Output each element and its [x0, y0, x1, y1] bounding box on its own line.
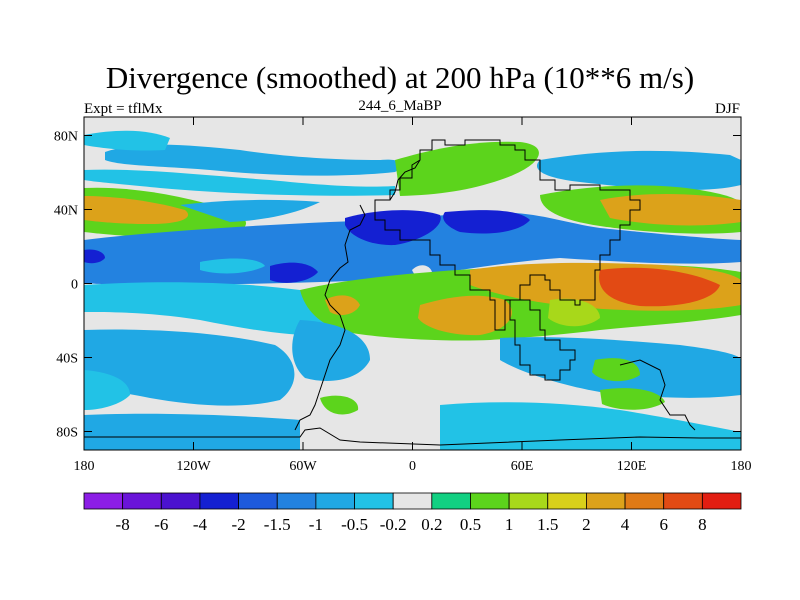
contour-sh-cyan-west [84, 370, 130, 410]
contour-eq-darkblue-2 [443, 210, 530, 234]
colorbar-swatch [199, 492, 239, 510]
y-tick-label: 80S [56, 426, 78, 441]
colorbar-swatch [160, 492, 201, 510]
contour-eq-darkblue-4 [84, 249, 105, 264]
contour-sh-cyan-far [84, 413, 300, 450]
colorbar-swatch [392, 492, 433, 510]
x-tick-label: 120E [617, 459, 647, 474]
colorbar-swatch [663, 492, 703, 510]
coastline-greenland [389, 159, 421, 201]
colorbar-label: 2 [582, 515, 591, 534]
chart-title: Divergence (smoothed) at 200 hPa (10**6 … [105, 60, 695, 95]
contour-nh-orange-east [600, 194, 741, 226]
chart-subtitle-left: Expt = tflMx [84, 101, 163, 117]
colorbar-label: -0.5 [341, 515, 368, 534]
colorbar-swatch [701, 492, 742, 510]
coastline-antarctica [84, 427, 741, 446]
colorbar-label: -6 [154, 515, 168, 534]
y-tick-label: 80N [54, 130, 78, 145]
colorbar-swatch [315, 492, 355, 510]
y-tick-label: 40N [54, 204, 78, 219]
contour-sh-cyan-south [440, 402, 741, 450]
colorbar-swatch [470, 492, 510, 510]
contour-st-red-core [599, 267, 720, 307]
chart-subtitle-center: 244_6_MaBP [358, 98, 442, 114]
colorbar-swatch [238, 492, 278, 510]
contour-sh-green-3 [600, 388, 665, 410]
colorbar-label: 8 [698, 515, 707, 534]
colorbar-label: -8 [116, 515, 130, 534]
chart-subtitle-right: DJF [714, 101, 740, 117]
x-axis: 180 120W 60W 0 60E 120E 180 [74, 117, 752, 474]
colorbar-swatch [83, 492, 124, 510]
y-tick-label: 0 [71, 278, 78, 293]
x-tick-label: 120W [176, 459, 211, 474]
contour-sh-cyan-pac [84, 329, 295, 406]
y-axis: 80N 40N 0 40S 80S [54, 130, 741, 441]
contour-st-yellow-east [548, 298, 600, 327]
colorbar-swatch [624, 492, 665, 510]
contour-north-blue-west [105, 144, 403, 176]
contour-sh-green-2 [320, 395, 359, 415]
colorbar-label: -0.2 [380, 515, 407, 534]
colorbar-swatch [354, 492, 394, 510]
contour-sh-green-1 [592, 358, 640, 382]
contour-north-cyan-east [536, 150, 741, 191]
x-tick-label: 0 [409, 459, 416, 474]
contour-st-orange-west [325, 295, 360, 316]
contour-sh-cyan-atl [292, 320, 370, 381]
x-tick-label: 60W [289, 459, 317, 474]
colorbar: -8 -6 -4 -2 -1.5 -1 -0.5 -0.2 0.2 0.5 1 1.5 2 4 6 8 [83, 492, 742, 534]
contour-north-cyan-patch [84, 130, 170, 151]
coastline-outline [84, 139, 741, 446]
contour-nh-cyan-mid [180, 199, 320, 222]
colorbar-swatch [276, 492, 317, 510]
colorbar-swatch [508, 492, 549, 510]
contour-north-cyan-west [84, 169, 395, 196]
coastline-australia [619, 359, 696, 431]
colorbar-label: 6 [659, 515, 668, 534]
coastline-africa-eurasia [374, 139, 641, 381]
contour-st-orange-center [418, 295, 512, 336]
colorbar-label: 0.2 [421, 515, 442, 534]
divergence-field [84, 117, 741, 450]
coastline-americas [294, 204, 366, 431]
colorbar-swatch [547, 492, 587, 510]
colorbar-swatch [586, 492, 626, 510]
x-tick-label: 60E [511, 459, 534, 474]
x-tick-label: 180 [74, 459, 95, 474]
colorbar-label: 1 [505, 515, 514, 534]
colorbar-swatch [122, 492, 162, 510]
colorbar-label: -1 [309, 515, 323, 534]
colorbar-label: -4 [193, 515, 208, 534]
colorbar-swatch [431, 492, 471, 510]
contour-eq-cyan-patch [200, 258, 265, 274]
contour-eq-darkblue-1 [345, 210, 441, 246]
colorbar-label: -1.5 [264, 515, 291, 534]
contour-nh-orange-west [84, 196, 189, 224]
contour-eq-darkblue-3 [270, 262, 318, 283]
y-tick-label: 40S [56, 352, 78, 367]
colorbar-label: -2 [232, 515, 246, 534]
colorbar-label: 1.5 [537, 515, 558, 534]
colorbar-label: 0.5 [460, 515, 481, 534]
x-tick-label: 180 [731, 459, 752, 474]
colorbar-label: 4 [621, 515, 630, 534]
contour-north-green-east [395, 141, 539, 196]
contour-st-cyan-band [84, 282, 343, 336]
